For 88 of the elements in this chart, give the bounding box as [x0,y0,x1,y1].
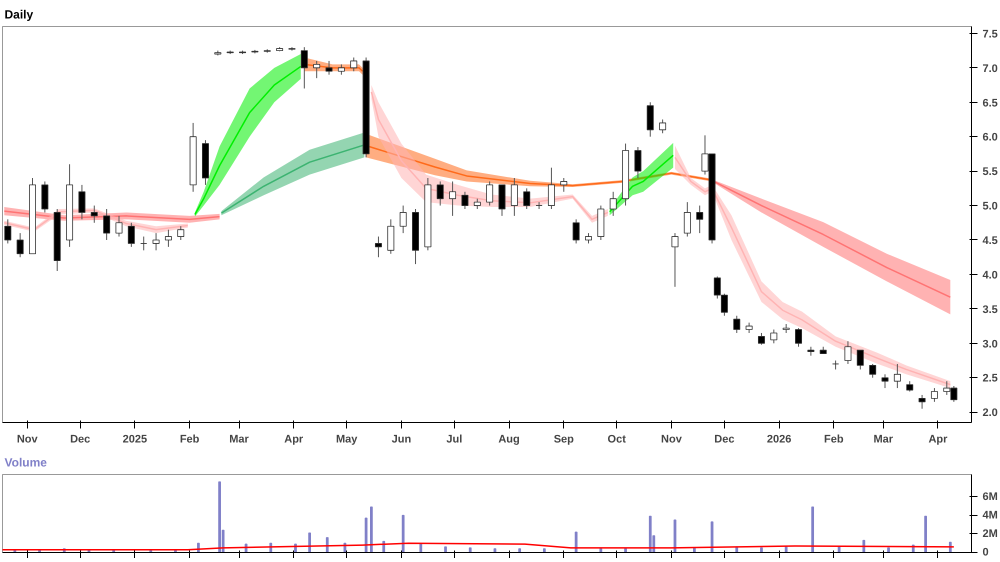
candlestick [572,218,580,244]
x-tick-label: Sep [554,434,574,446]
line-series [608,154,674,213]
x-tick-label: Mar [229,434,250,446]
candlestick [400,205,407,234]
candlestick [510,178,518,216]
candlestick [16,232,24,258]
candlestick [338,64,345,76]
x-tick-label: Nov [661,434,683,446]
candlestick [733,315,740,334]
candlestick [758,332,765,346]
candlestick [696,205,704,234]
candlestick [300,46,308,89]
x-tick-label: Dec [714,434,734,446]
candlestick [164,229,172,248]
candlestick [671,232,678,288]
x-tick-label: Jul [446,434,462,446]
candlestick [436,180,444,206]
y-tick-label: 4.5 [982,234,998,247]
candlestick [474,198,481,210]
line-series [2,542,955,550]
line-series [220,144,366,214]
candlestick [684,202,691,238]
candlestick [128,222,135,248]
line-series [4,210,220,220]
candlestick [4,218,12,244]
candlestick [560,178,568,192]
y-tick-label: 4.0 [982,269,998,282]
candlestick [103,208,110,240]
candlestick [78,184,86,220]
y-tick-label: 7.5 [982,28,998,40]
y-tick-label: 2.5 [982,372,998,385]
y-tick-label: 6.0 [982,132,998,144]
x-tick-label: Aug [498,434,520,446]
candlestick [313,60,320,79]
candlestick [770,329,778,344]
candlestick [374,236,382,258]
y-tick-label: 5.0 [982,200,998,213]
candlestick [326,60,333,76]
candlestick [795,328,802,348]
y-tick-label: 4M [982,509,998,522]
x-tick-label: Dec [70,434,90,446]
y-tick-label: 3.5 [982,304,998,316]
candlestick [659,118,666,134]
y-tick-label: 0 [982,546,989,558]
candlestick [634,146,642,179]
chart-title: Daily [4,8,34,22]
x-tick-label: Mar [873,434,894,446]
candlestick [90,205,98,224]
candlestick [585,232,592,244]
candlestick [930,388,938,402]
candlestick [152,232,160,251]
candlestick [856,350,864,370]
candlestick [894,363,901,389]
x-tick-label: Oct [608,434,626,446]
x-tick-label: Apr [284,434,304,446]
x-tick-label: 2025 [122,434,148,446]
x-tick-label: Apr [928,434,948,446]
y-tick-label: 3.0 [982,338,998,350]
candlestick [140,236,148,251]
candlestick [869,363,876,378]
x-tick-label: Jun [392,434,412,446]
y-tick-label: 2M [982,528,998,540]
candlestick [461,191,468,210]
y-tick-label: 6.5 [982,97,998,110]
candlestick [918,394,926,410]
candlestick [116,215,122,238]
chart-title: Volume [4,456,48,470]
candlestick [523,188,530,210]
x-tick-label: 2026 [766,434,792,446]
x-tick-label: Feb [180,434,200,446]
y-tick-label: 2.0 [982,407,998,420]
candlestick [449,180,456,216]
candlestick [350,56,358,72]
candlestick [548,167,555,210]
candlestick [844,340,852,364]
y-tick-label: 7.0 [982,62,998,75]
candlestick [610,191,617,216]
y-tick-label: 6M [982,490,998,503]
candlestick [882,374,888,389]
x-tick-label: Nov [16,434,38,446]
y-tick-label: 5.5 [982,166,998,178]
candlestick [746,322,753,334]
candlestick [906,380,914,392]
candlestick [486,180,494,206]
x-tick-label: May [336,434,358,446]
candlestick [177,226,184,240]
x-tick-label: Feb [824,434,844,446]
